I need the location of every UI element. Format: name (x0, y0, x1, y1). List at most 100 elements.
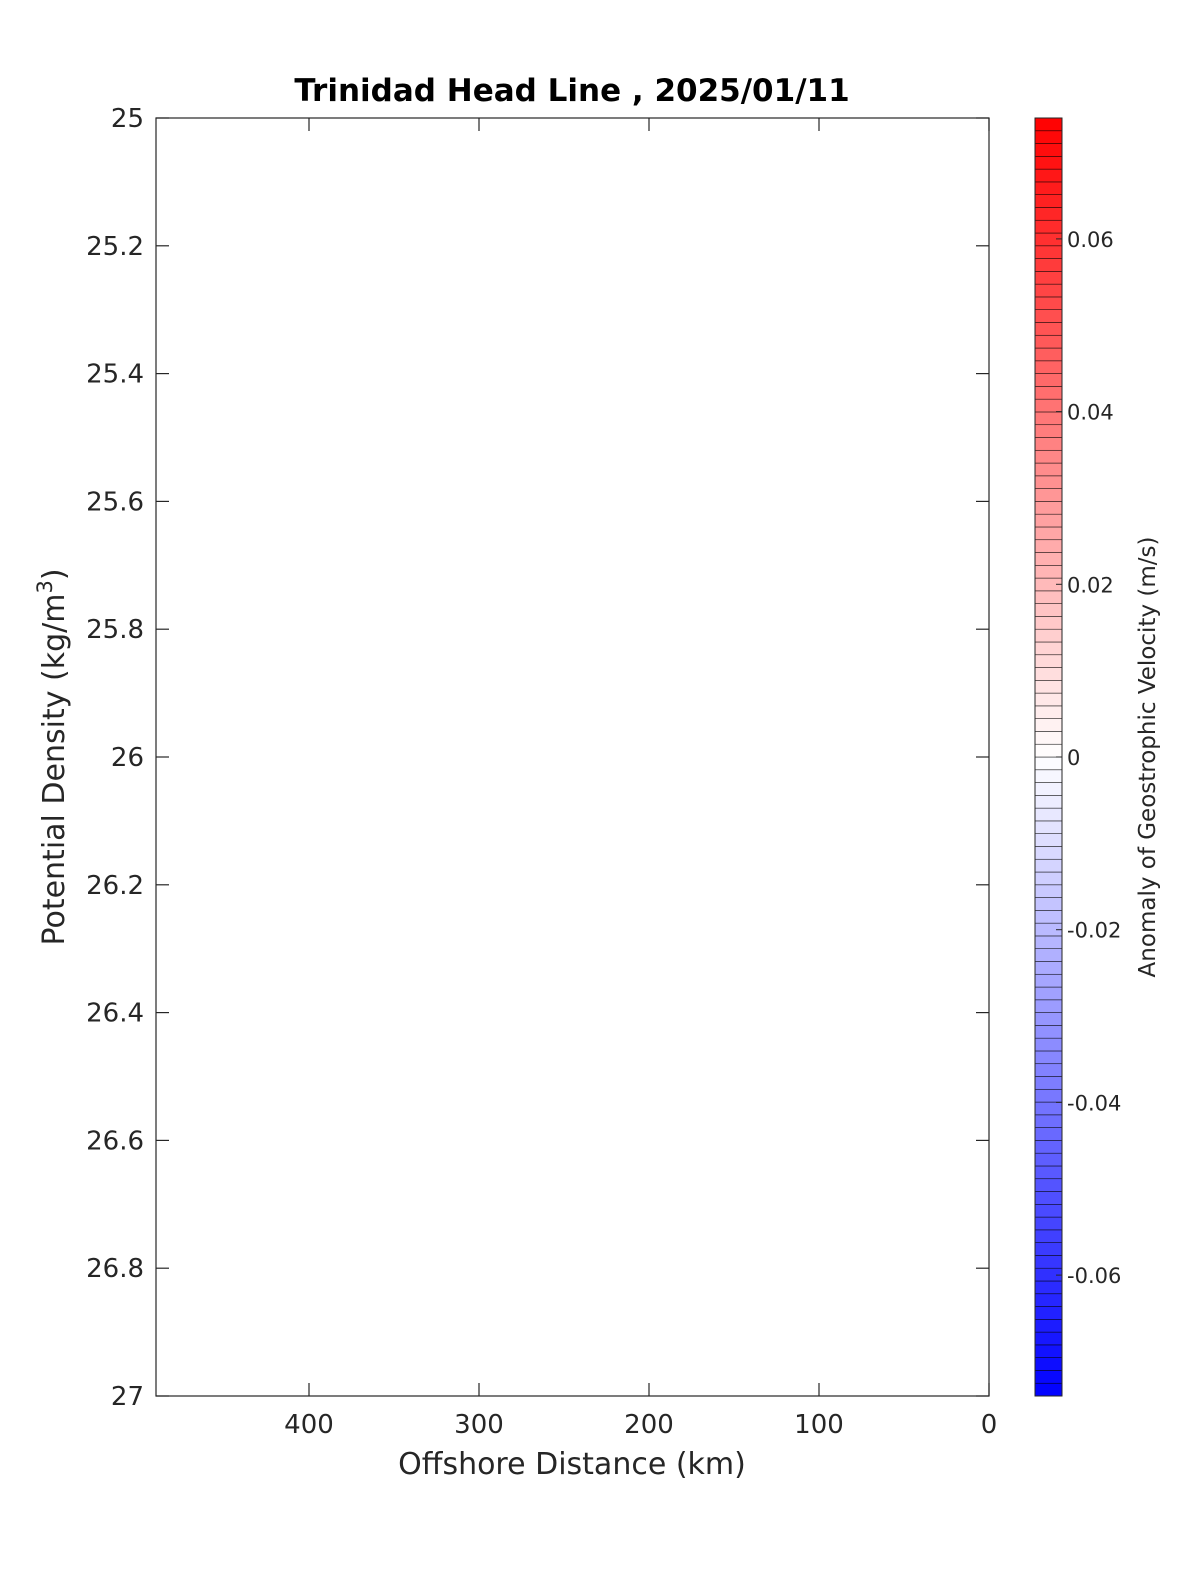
colorbar-segment (1034, 756, 1063, 771)
x-axis-label: Offshore Distance (km) (398, 1447, 746, 1482)
colorbar-segment (1034, 795, 1063, 809)
y-tick-label: 26.6 (86, 1126, 144, 1156)
colorbar-segment (1034, 1306, 1063, 1320)
colorbar-segment (1034, 731, 1063, 745)
colorbar-segment (1034, 1140, 1063, 1154)
colorbar-segment (1034, 1165, 1063, 1180)
colorbar-segment (1034, 1063, 1063, 1077)
colorbar-segment (1034, 1050, 1063, 1065)
colorbar-segment (1034, 398, 1063, 413)
colorbar-segment (1034, 271, 1063, 285)
colorbar-segment (1034, 628, 1063, 643)
colorbar-segment (1034, 680, 1063, 694)
x-tick-label: 0 (981, 1410, 998, 1440)
y-tick-label: 25.4 (86, 360, 144, 390)
plot-area (155, 117, 990, 1397)
y-tick-label: 26.2 (86, 871, 144, 901)
colorbar-segment (1034, 743, 1063, 758)
x-tick-label: 200 (624, 1410, 674, 1440)
colorbar-segment (1034, 705, 1063, 719)
colorbar-segment (1034, 386, 1063, 400)
colorbar-segment (1034, 347, 1063, 362)
colorbar-segment (1034, 654, 1063, 668)
colorbar-segment (1034, 590, 1063, 604)
y-tick-label: 25 (111, 104, 144, 134)
colorbar-segment (1034, 143, 1063, 157)
y-tick-label: 25.6 (86, 487, 144, 517)
colorbar-segment (1034, 999, 1063, 1013)
colorbar-segment (1034, 334, 1063, 349)
y-axis-ticks: 25 25.2 25.4 25.6 25.8 26 26.2 26.4 26.6 26.8 27 (86, 104, 989, 1412)
colorbar-segment (1034, 718, 1063, 732)
colorbar-segment (1034, 1267, 1063, 1282)
colorbar-segment (1034, 219, 1063, 234)
y-axis-label-base: Potential Density (kg/m (37, 594, 72, 946)
colorbar-segment (1034, 986, 1063, 1001)
colorbar-segment (1034, 871, 1063, 886)
colorbar-segment (1034, 1204, 1063, 1218)
colorbar-segment (1034, 360, 1063, 374)
colorbar-tick-label: -0.02 (1067, 919, 1121, 943)
colorbar-segment (1034, 309, 1063, 323)
colorbar-segment (1034, 1280, 1063, 1295)
y-tick-label: 26.8 (86, 1254, 144, 1284)
colorbar-segment (1034, 948, 1063, 962)
colorbar-segment (1034, 1331, 1063, 1346)
colorbar-segment (1034, 1076, 1063, 1090)
colorbar-segment (1034, 488, 1063, 502)
colorbar-segment (1034, 1152, 1063, 1167)
colorbar-segment (1034, 616, 1063, 630)
colorbar-segment (1034, 232, 1063, 247)
colorbar-segment (1034, 935, 1063, 949)
colorbar-segment (1034, 373, 1063, 387)
colorbar-tick-label: 0.04 (1067, 401, 1114, 425)
colorbar-segment (1034, 1178, 1063, 1192)
colorbar-segment (1034, 858, 1063, 873)
colorbar-segment (1034, 1382, 1063, 1397)
colorbar-segment (1034, 258, 1063, 272)
colorbar-segment (1034, 245, 1063, 259)
colorbar-segment (1034, 539, 1063, 553)
colorbar-segment (1034, 564, 1063, 579)
colorbar-segment (1034, 807, 1063, 822)
colorbar-segment (1034, 130, 1063, 144)
colorbar-segment (1034, 1357, 1063, 1371)
colorbar-tick-label: 0.02 (1067, 573, 1114, 597)
colorbar-segment (1034, 296, 1063, 311)
colorbar-segment (1034, 884, 1063, 898)
colorbar-segment (1034, 692, 1063, 707)
colorbar-ticks: -0.06 -0.04 -0.02 0 0.02 0.04 0.06 (1056, 228, 1121, 1288)
colorbar-segment (1034, 513, 1063, 528)
colorbar-tick-label: 0.06 (1067, 228, 1114, 252)
colorbar-segment (1034, 1319, 1063, 1333)
colorbar-segment (1034, 1191, 1063, 1205)
colorbar-segment (1034, 411, 1063, 426)
colorbar-tick-label: -0.04 (1067, 1091, 1121, 1115)
colorbar-tick-label: -0.06 (1067, 1264, 1121, 1288)
colorbar-segment (1034, 961, 1063, 975)
y-tick-label: 25.8 (86, 615, 144, 645)
colorbar-tick-label: 0 (1067, 746, 1080, 770)
colorbar-segment (1034, 1101, 1063, 1116)
y-axis-label-end: ) (37, 568, 72, 580)
colorbar-segment (1034, 667, 1063, 681)
colorbar-segment (1034, 156, 1063, 170)
colorbar-segment (1034, 552, 1063, 566)
colorbar-segment (1034, 168, 1063, 183)
colorbar-segment (1034, 910, 1063, 924)
colorbar-segment (1034, 603, 1063, 617)
colorbar-segment (1034, 1344, 1063, 1358)
y-tick-label: 25.2 (86, 232, 144, 262)
colorbar-segment (1034, 181, 1063, 195)
x-tick-label: 300 (454, 1410, 504, 1440)
colorbar-segment (1034, 1370, 1063, 1384)
colorbar-segment (1034, 283, 1063, 298)
colorbar-segment (1034, 1242, 1063, 1256)
colorbar-segment (1034, 1088, 1063, 1103)
colorbar-segment (1034, 973, 1063, 988)
colorbar-segment (1034, 437, 1063, 451)
colorbar-segment (1034, 424, 1063, 438)
colorbar-segment (1034, 322, 1063, 336)
colorbar-segment (1034, 194, 1063, 208)
chart-title: Trinidad Head Line , 2025/01/11 (294, 73, 849, 109)
